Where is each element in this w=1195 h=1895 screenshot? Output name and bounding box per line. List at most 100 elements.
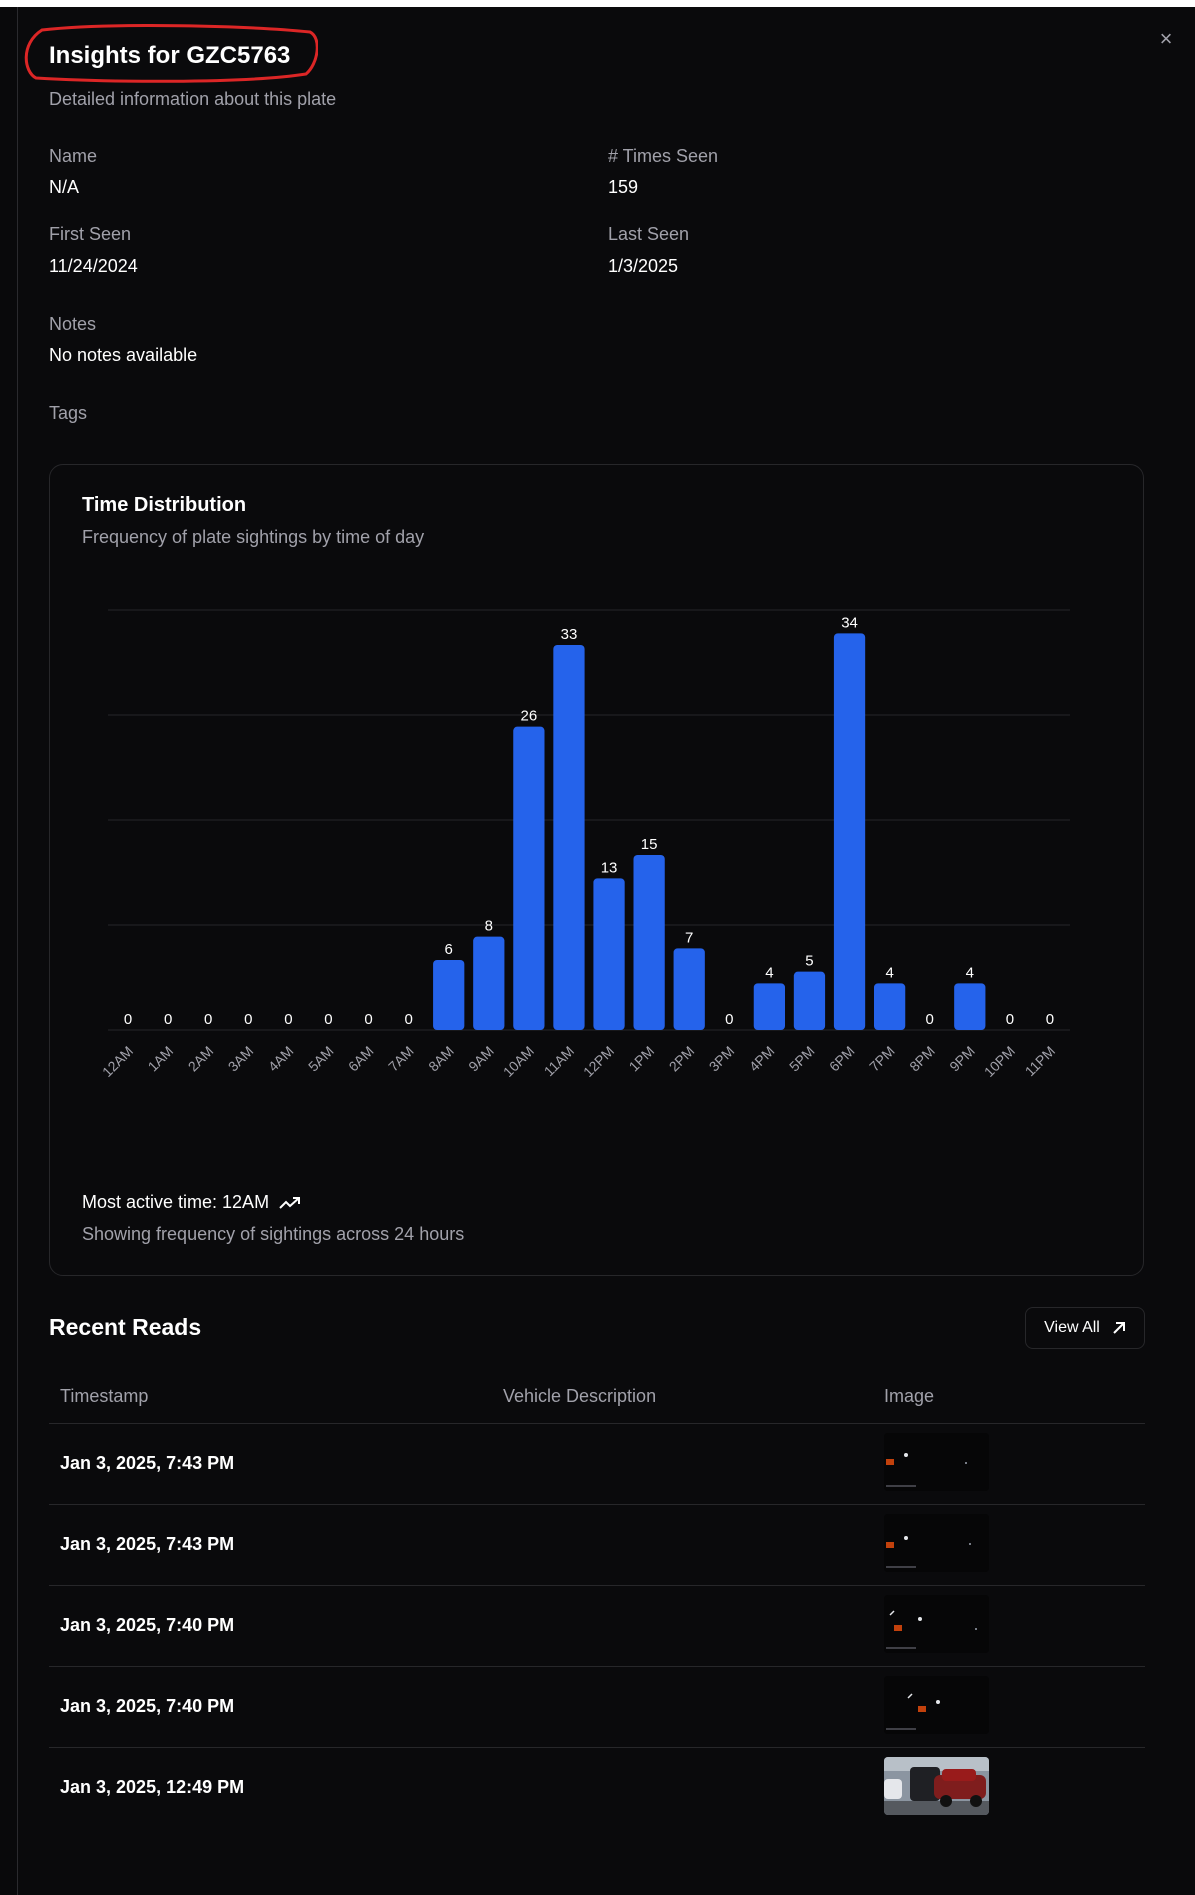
trending-up-icon — [279, 1196, 301, 1209]
most-active-time: Most active time: 12AM — [82, 1192, 301, 1213]
tags-label: Tags — [49, 403, 88, 423]
chart-bar[interactable] — [513, 726, 545, 1030]
read-image-thumbnail[interactable] — [884, 1676, 989, 1734]
data-label: 0 — [926, 1011, 934, 1028]
times-seen-label: # Times Seen — [608, 146, 719, 166]
x-tick-label: 10PM — [981, 1043, 1018, 1080]
row-divider — [49, 1504, 1145, 1505]
table-row-timestamp: Jan 3, 2025, 7:40 PM — [60, 1615, 235, 1635]
dialog-subtitle: Detailed information about this plate — [49, 89, 337, 109]
x-tick-label: 5PM — [786, 1043, 818, 1075]
x-tick-label: 3PM — [706, 1043, 738, 1075]
data-label: 0 — [324, 1011, 332, 1028]
x-tick-label: 1PM — [626, 1043, 658, 1075]
time-distribution-card — [49, 464, 1144, 1276]
last-seen-value: 1/3/2025 — [608, 256, 679, 276]
data-label: 33 — [561, 626, 578, 643]
x-tick-label: 9AM — [465, 1043, 497, 1075]
chart-bar[interactable] — [954, 983, 986, 1030]
night-scene-image — [884, 1514, 989, 1572]
night-scene-image — [884, 1676, 989, 1734]
row-divider — [49, 1666, 1145, 1667]
row-divider — [49, 1585, 1145, 1586]
x-tick-label: 12PM — [580, 1043, 617, 1080]
data-label: 4 — [966, 964, 974, 981]
time-distribution-title: Time Distribution — [82, 494, 247, 516]
chart-bar[interactable] — [833, 633, 866, 1030]
read-image-thumbnail[interactable] — [884, 1514, 989, 1572]
x-tick-label: 8AM — [425, 1043, 457, 1075]
data-label: 0 — [164, 1011, 172, 1028]
chart-bar[interactable] — [473, 936, 505, 1030]
data-label: 0 — [404, 1011, 412, 1028]
chart-bar[interactable] — [553, 645, 585, 1030]
time-distribution-chart: 0 12AM 0 1AM 0 2AM 0 3AM 0 4AM 0 5AM 0 6AM 0 7AM 6 8AM 8 9A… — [99, 609, 1070, 1080]
x-tick-label: 11AM — [541, 1043, 577, 1079]
x-tick-label: 2PM — [666, 1043, 698, 1075]
data-label: 7 — [685, 929, 693, 946]
table-header-divider — [49, 1423, 1145, 1424]
name-value: N/A — [49, 177, 80, 197]
times-seen-value: 159 — [608, 177, 639, 197]
read-image-thumbnail[interactable] — [884, 1757, 989, 1815]
data-label: 0 — [1046, 1011, 1054, 1028]
x-tick-label: 7AM — [385, 1043, 417, 1075]
data-label: 0 — [364, 1011, 372, 1028]
recent-reads-title: Recent Reads — [49, 1314, 202, 1340]
most-active-text: Most active time: 12AM — [82, 1192, 270, 1212]
column-header-timestamp[interactable]: Timestamp — [60, 1386, 149, 1406]
x-tick-label: 2AM — [185, 1043, 217, 1075]
x-tick-label: 8PM — [906, 1043, 938, 1075]
read-image-thumbnail[interactable] — [884, 1433, 989, 1491]
first-seen-value: 11/24/2024 — [49, 256, 138, 276]
chart-bar[interactable] — [753, 983, 786, 1030]
background-overlay — [0, 7, 18, 1895]
notes-label: Notes — [49, 314, 97, 334]
chart-bar[interactable] — [433, 960, 465, 1030]
view-all-button[interactable]: View All — [1025, 1307, 1145, 1349]
data-label: 4 — [885, 964, 893, 981]
data-label: 8 — [485, 918, 493, 935]
column-header-image[interactable]: Image — [884, 1386, 935, 1406]
row-divider — [49, 1747, 1145, 1748]
table-row-timestamp: Jan 3, 2025, 7:40 PM — [60, 1696, 235, 1716]
chart-bar[interactable] — [873, 983, 906, 1030]
view-all-label: View All — [1044, 1319, 1100, 1336]
x-tick-label: 12AM — [99, 1043, 136, 1080]
data-label: 5 — [805, 953, 813, 970]
data-label: 34 — [841, 614, 858, 631]
x-tick-label: 6AM — [345, 1043, 377, 1075]
chart-bar[interactable] — [593, 878, 625, 1030]
column-header-vehicle-description[interactable]: Vehicle Description — [503, 1386, 657, 1406]
x-tick-label: 4AM — [265, 1043, 297, 1075]
read-image-thumbnail[interactable] — [884, 1595, 989, 1653]
chart-footer-note: Showing frequency of sightings across 24… — [82, 1224, 465, 1244]
first-seen-label: First Seen — [49, 224, 132, 244]
x-tick-label: 3AM — [225, 1043, 257, 1075]
x-tick-label: 6PM — [826, 1043, 858, 1075]
data-label: 0 — [204, 1011, 212, 1028]
chart-bar[interactable] — [793, 971, 826, 1030]
data-label: 13 — [601, 859, 618, 876]
close-icon[interactable]: × — [1159, 26, 1173, 51]
night-scene-image — [884, 1595, 989, 1653]
chart-bar[interactable] — [673, 948, 705, 1030]
data-label: 0 — [124, 1011, 132, 1028]
red-circle-annotation — [24, 24, 318, 83]
x-tick-label: 9PM — [946, 1043, 978, 1075]
arrow-up-right-icon — [1113, 1322, 1125, 1334]
dialog-title: Insights for GZC5763 — [49, 42, 291, 69]
data-label: 0 — [244, 1011, 252, 1028]
chart-bar[interactable] — [633, 855, 665, 1030]
data-label: 15 — [641, 836, 658, 853]
x-tick-label: 7PM — [866, 1043, 898, 1075]
notes-value: No notes available — [49, 345, 198, 365]
data-label: 6 — [445, 941, 453, 958]
x-tick-label: 4PM — [746, 1043, 778, 1075]
data-label: 0 — [725, 1011, 733, 1028]
data-label: 0 — [1006, 1011, 1014, 1028]
time-distribution-subtitle: Frequency of plate sightings by time of … — [82, 527, 425, 547]
daytime-parking-image — [884, 1757, 989, 1815]
x-tick-label: 10AM — [500, 1043, 537, 1080]
data-label: 0 — [284, 1011, 292, 1028]
